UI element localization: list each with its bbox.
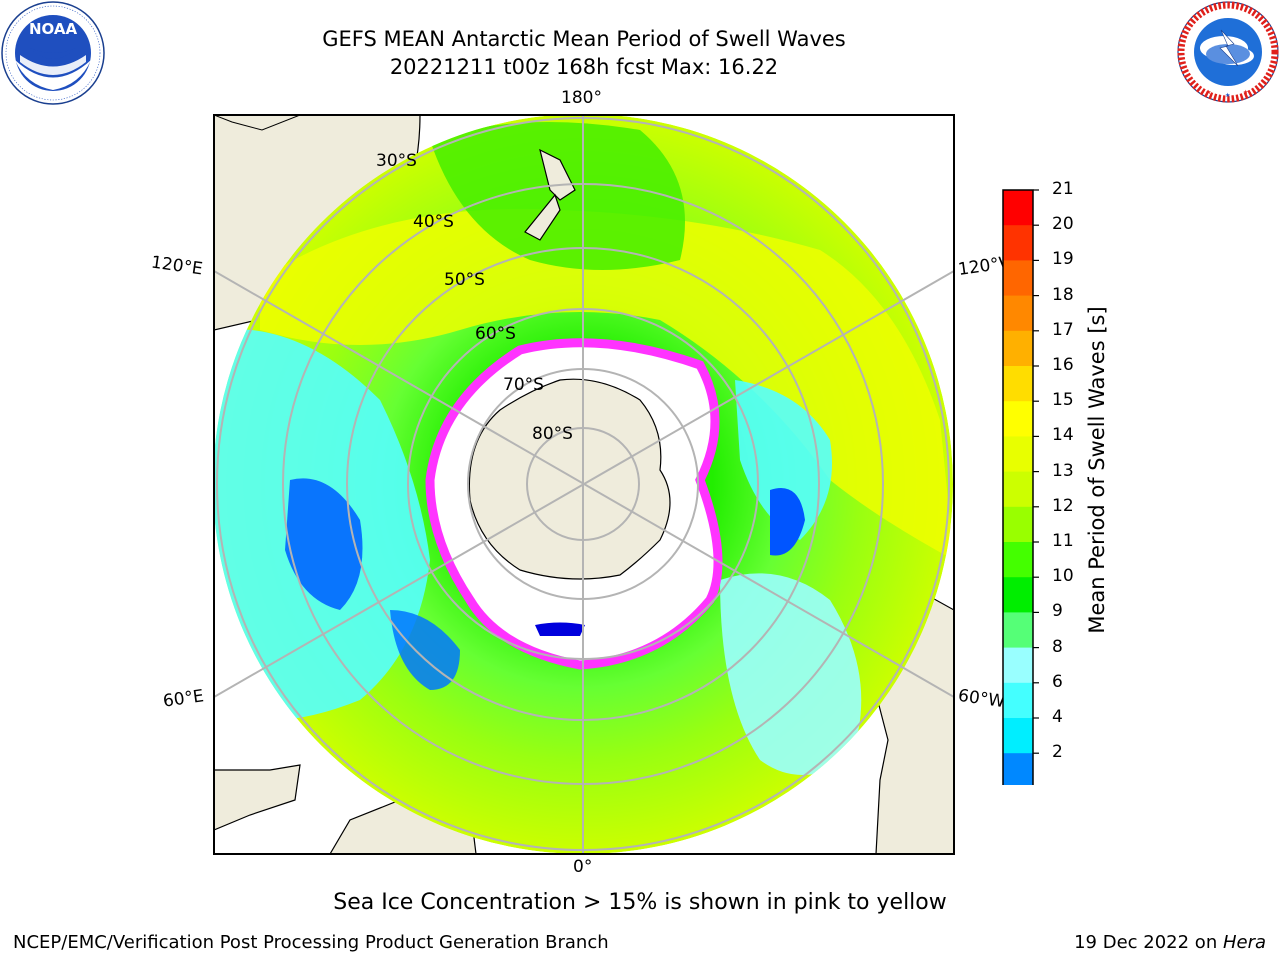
- colorbar-segment: [1003, 401, 1033, 437]
- noaa-logo-text: NOAA: [29, 20, 78, 38]
- colorbar-segment: [1003, 436, 1033, 473]
- swell-blue-weddell: [535, 622, 585, 636]
- footer-credit: NCEP/EMC/Verification Post Processing Pr…: [13, 932, 609, 953]
- swell-yellow-band: [260, 208, 953, 560]
- colorbar-segment: [1003, 260, 1033, 297]
- colorbar-segment: [1003, 542, 1033, 578]
- colorbar-tick-label: 14: [1052, 425, 1074, 446]
- lat-label-30s: 30°S: [376, 151, 417, 171]
- lon-label-top: 180°: [561, 88, 602, 108]
- colorbar-tick-label: 21: [1052, 179, 1074, 199]
- colorbar-segment: [1003, 682, 1033, 719]
- swell-blue-patch: [390, 610, 460, 690]
- footer-date: 19 Dec 2022 on Hera: [1074, 932, 1266, 953]
- nws-star-3: ★: [1243, 89, 1248, 96]
- top-left-land: [214, 115, 301, 131]
- colorbar-segment: [1003, 330, 1033, 367]
- colorbar-tick-label: 20: [1052, 214, 1074, 235]
- sea-ice-note: Sea Ice Concentration > 15% is shown in …: [333, 890, 947, 915]
- lat-label-60s: 60°S: [475, 324, 516, 344]
- colorbar-tick-label: 8: [1052, 636, 1063, 657]
- colorbar: [1002, 189, 1039, 785]
- graticule: [214, 115, 954, 854]
- colorbar-segment: [1003, 612, 1033, 649]
- colorbar-tick-label: 6: [1052, 671, 1063, 692]
- colorbar-tick-label: 15: [1052, 390, 1074, 411]
- footer-date-text: 19 Dec 2022 on: [1074, 932, 1223, 953]
- lat-label-70s: 70°S: [503, 375, 544, 395]
- madagascar-land: [214, 764, 301, 831]
- colorbar-segment: [1003, 471, 1033, 508]
- map-border: [213, 114, 955, 855]
- colorbar-tick-label: 2: [1052, 742, 1063, 763]
- colorbar-tick-label: 4: [1052, 707, 1063, 727]
- colorbar-tick-label: 13: [1052, 460, 1074, 481]
- colorbar-tick-label: 16: [1052, 355, 1074, 375]
- nws-logo: ★ ★ ★: [1177, 1, 1279, 103]
- lon-label-bottom: 0°: [573, 857, 593, 877]
- lat-label-80s: 80°S: [532, 424, 573, 444]
- colorbar-segment: [1003, 506, 1033, 543]
- colorbar-frame: [1002, 189, 1034, 785]
- nws-star-2: ★: [1225, 92, 1230, 99]
- colorbar-segment: [1003, 577, 1033, 613]
- colorbar-segment: [1003, 647, 1033, 684]
- lat-label-50s: 50°S: [444, 270, 485, 290]
- colorbar-segment: [1003, 225, 1033, 261]
- swell-cyan-drake: [735, 380, 832, 540]
- colorbar-tick-label: 12: [1052, 495, 1074, 516]
- colorbar-segment: [1003, 753, 1033, 785]
- lat-label-40s: 40°S: [413, 212, 454, 232]
- colorbar-tick-label: 17: [1052, 319, 1074, 340]
- map-title: GEFS MEAN Antarctic Mean Period of Swell…: [322, 27, 846, 51]
- swell-blue-drake: [770, 488, 805, 556]
- colorbar-tick-label: 18: [1052, 284, 1074, 305]
- swell-blue-indian: [285, 478, 363, 610]
- colorbar-segment: [1003, 366, 1033, 402]
- nws-star-1: ★: [1206, 89, 1211, 96]
- colorbar-tick-label: 10: [1052, 566, 1074, 587]
- colorbar-label: Mean Period of Swell Waves [s]: [1085, 306, 1109, 634]
- footer-host: Hera: [1222, 932, 1266, 953]
- colorbar-tick-label: 19: [1052, 249, 1074, 270]
- colorbar-segment: [1003, 190, 1033, 226]
- new-zealand-south: [524, 193, 561, 241]
- colorbar-tick-label: 9: [1052, 601, 1063, 622]
- colorbar-segment: [1003, 295, 1033, 332]
- map-subtitle: 20221211 t00z 168h fcst Max: 16.22: [389, 55, 779, 79]
- colorbar-segment: [1003, 718, 1033, 754]
- new-zealand-north: [539, 148, 576, 201]
- noaa-logo: NOAA: [1, 1, 105, 105]
- antarctica-land: [468, 378, 671, 580]
- colorbar-tick-label: 11: [1052, 531, 1074, 551]
